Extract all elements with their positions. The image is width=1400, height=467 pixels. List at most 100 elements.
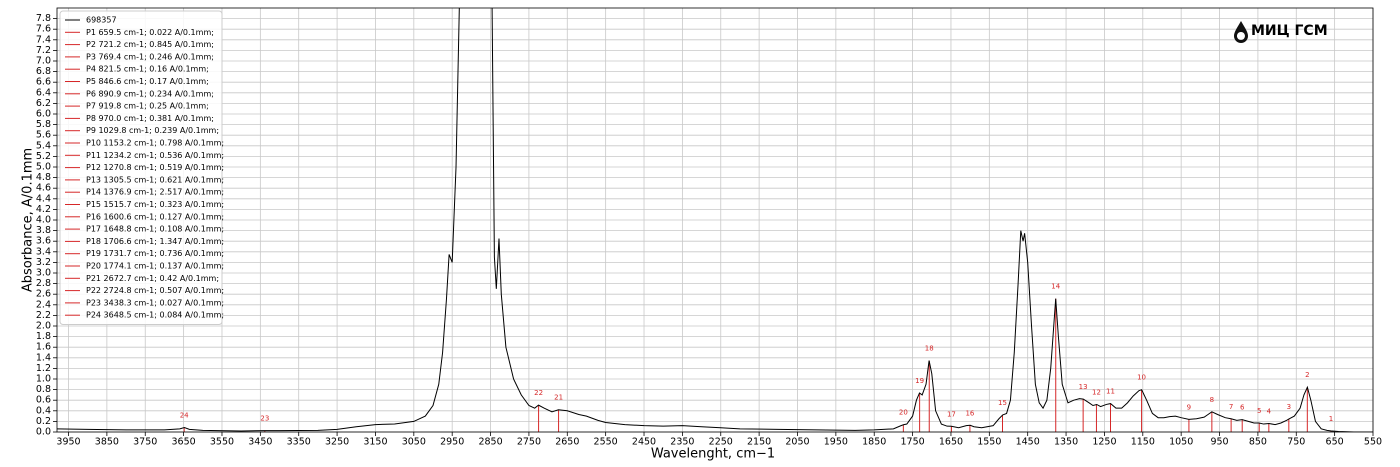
y-tick-label: 7.8 xyxy=(36,13,51,24)
x-tick-label: 1050 xyxy=(1169,437,1193,448)
x-tick-label: 1550 xyxy=(977,437,1001,448)
peak-label: 24 xyxy=(180,412,189,420)
y-tick-label: 4.2 xyxy=(36,204,51,215)
peak-label: 6 xyxy=(1240,404,1245,412)
x-tick-label: 650 xyxy=(1326,437,1344,448)
x-tick-label: 2650 xyxy=(555,437,579,448)
peak-label: 19 xyxy=(915,377,924,385)
logo-text: МИЦ ГСМ xyxy=(1251,23,1328,39)
peak-label: 20 xyxy=(899,409,908,417)
x-tick-label: 1350 xyxy=(1054,437,1078,448)
peak-label: 23 xyxy=(260,415,269,423)
x-tick-label: 1650 xyxy=(939,437,963,448)
y-tick-label: 3.8 xyxy=(36,225,51,236)
x-tick-label: 3150 xyxy=(363,437,387,448)
legend-label: P1 659.5 cm-1; 0.022 A/0.1mm; xyxy=(86,28,214,37)
legend-label: P9 1029.8 cm-1; 0.239 A/0.1mm; xyxy=(86,126,219,135)
peak-label: 5 xyxy=(1257,407,1261,415)
x-tick-label: 1850 xyxy=(862,437,886,448)
legend-label: P18 1706.6 cm-1; 1.347 A/0.1mm; xyxy=(86,237,224,246)
peak-label: 2 xyxy=(1305,371,1309,379)
y-tick-label: 7.4 xyxy=(36,34,51,45)
x-tick-label: 2550 xyxy=(594,437,618,448)
y-tick-label: 3.2 xyxy=(36,257,51,268)
y-tick-label: 5.2 xyxy=(36,151,51,162)
y-tick-label: 7.6 xyxy=(36,24,51,35)
x-tick-label: 550 xyxy=(1364,437,1382,448)
y-tick-label: 4.6 xyxy=(36,183,51,194)
legend-label: P23 3438.3 cm-1; 0.027 A/0.1mm; xyxy=(86,298,224,307)
peak-label: 8 xyxy=(1210,396,1214,404)
x-tick-label: 2450 xyxy=(632,437,656,448)
legend-label: P17 1648.8 cm-1; 0.108 A/0.1mm; xyxy=(86,225,224,234)
x-tick-label: 3850 xyxy=(95,437,119,448)
legend-label: P2 721.2 cm-1; 0.845 A/0.1mm; xyxy=(86,40,214,49)
x-tick-label: 1150 xyxy=(1131,437,1155,448)
legend-label: P3 769.4 cm-1; 0.246 A/0.1mm; xyxy=(86,52,214,61)
legend-label: P21 2672.7 cm-1; 0.42 A/0.1mm; xyxy=(86,274,219,283)
y-tick-label: 4.8 xyxy=(36,172,51,183)
y-tick-label: 0.8 xyxy=(36,384,51,395)
x-tick-label: 2850 xyxy=(478,437,502,448)
x-tick-label: 3650 xyxy=(172,437,196,448)
legend-label: P11 1234.2 cm-1; 0.536 A/0.1mm; xyxy=(86,151,224,160)
y-axis-label: Absorbance, A/0.1mm xyxy=(21,148,36,292)
y-tick-label: 6.2 xyxy=(36,98,51,109)
y-tick-label: 7.2 xyxy=(36,45,51,56)
x-tick-label: 2950 xyxy=(440,437,464,448)
peak-label: 17 xyxy=(947,410,956,418)
x-tick-label: 950 xyxy=(1210,437,1228,448)
x-tick-label: 1450 xyxy=(1016,437,1040,448)
x-tick-label: 2050 xyxy=(785,437,809,448)
y-tick-label: 5.4 xyxy=(36,140,51,151)
x-tick-label: 3750 xyxy=(133,437,157,448)
x-tick-label: 2350 xyxy=(670,437,694,448)
x-tick-label: 1750 xyxy=(900,437,924,448)
peak-label: 7 xyxy=(1229,403,1233,411)
legend-label: P13 1305.5 cm-1; 0.621 A/0.1mm; xyxy=(86,175,224,184)
y-tick-label: 0.6 xyxy=(36,395,51,406)
x-tick-label: 3950 xyxy=(56,437,80,448)
legend-label: P6 890.9 cm-1; 0.234 A/0.1mm; xyxy=(86,89,214,98)
y-tick-label: 1.0 xyxy=(36,374,51,385)
y-tick-label: 2.8 xyxy=(36,278,51,289)
y-tick-label: 1.4 xyxy=(36,352,51,363)
peak-label: 16 xyxy=(965,409,974,417)
x-tick-label: 2150 xyxy=(747,437,771,448)
x-tick-label: 2750 xyxy=(517,437,541,448)
peak-label: 1 xyxy=(1329,415,1333,423)
legend-label: P5 846.6 cm-1; 0.17 A/0.1mm; xyxy=(86,77,209,86)
y-tick-label: 0.0 xyxy=(36,427,51,438)
x-tick-label: 1950 xyxy=(824,437,848,448)
y-tick-label: 3.4 xyxy=(36,246,51,257)
legend-label: P24 3648.5 cm-1; 0.084 A/0.1mm; xyxy=(86,311,224,320)
grid xyxy=(57,8,1374,433)
y-tick-label: 5.6 xyxy=(36,130,51,141)
y-tick-label: 1.2 xyxy=(36,363,51,374)
peak-label: 9 xyxy=(1187,403,1191,411)
x-tick-label: 3350 xyxy=(287,437,311,448)
y-tick-label: 3.0 xyxy=(36,268,51,279)
y-tick-label: 7.0 xyxy=(36,56,51,67)
x-tick-label: 3450 xyxy=(248,437,272,448)
x-tick-label: 3250 xyxy=(325,437,349,448)
legend-label: P4 821.5 cm-1; 0.16 A/0.1mm; xyxy=(86,65,209,74)
y-tick-label: 1.6 xyxy=(36,342,51,353)
y-tick-label: 3.6 xyxy=(36,236,51,247)
y-tick-label: 2.4 xyxy=(36,299,51,310)
peak-label: 22 xyxy=(534,389,543,397)
x-tick-label: 3050 xyxy=(402,437,426,448)
legend-label: P22 2724.8 cm-1; 0.507 A/0.1mm; xyxy=(86,286,224,295)
legend-box xyxy=(59,10,223,325)
legend-label: P12 1270.8 cm-1; 0.519 A/0.1mm; xyxy=(86,163,224,172)
legend-label: 698357 xyxy=(86,16,117,25)
peak-label: 3 xyxy=(1287,403,1291,411)
x-tick-label: 750 xyxy=(1287,437,1305,448)
y-tick-label: 0.2 xyxy=(36,416,51,427)
peak-label: 11 xyxy=(1106,388,1115,396)
y-tick-label: 6.6 xyxy=(36,77,51,88)
spectrum-line xyxy=(57,8,1373,432)
peak-label: 18 xyxy=(925,345,934,353)
peak-label: 15 xyxy=(998,399,1007,407)
